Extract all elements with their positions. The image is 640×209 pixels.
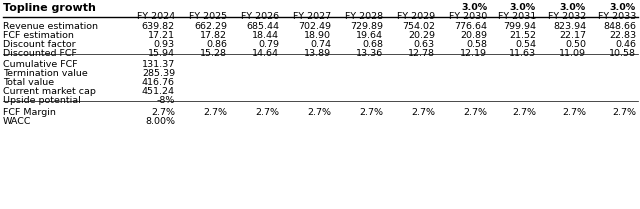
Text: Upside potential: Upside potential (3, 96, 81, 105)
Text: 776.64: 776.64 (454, 22, 487, 31)
Text: FY 2033: FY 2033 (598, 12, 636, 21)
Text: WACC: WACC (3, 117, 31, 126)
Text: 2.7%: 2.7% (203, 108, 227, 117)
Text: FY 2032: FY 2032 (548, 12, 586, 21)
Text: FY 2028: FY 2028 (345, 12, 383, 21)
Text: Discount factor: Discount factor (3, 40, 76, 49)
Text: FY 2030: FY 2030 (449, 12, 487, 21)
Text: 15.94: 15.94 (148, 49, 175, 58)
Text: 2.7%: 2.7% (307, 108, 331, 117)
Text: 22.83: 22.83 (609, 31, 636, 40)
Text: 2.7%: 2.7% (359, 108, 383, 117)
Text: 21.52: 21.52 (509, 31, 536, 40)
Text: Total value: Total value (3, 78, 54, 87)
Text: Cumulative FCF: Cumulative FCF (3, 60, 77, 69)
Text: 19.64: 19.64 (356, 31, 383, 40)
Text: 13.36: 13.36 (356, 49, 383, 58)
Text: 0.68: 0.68 (362, 40, 383, 49)
Text: 22.17: 22.17 (559, 31, 586, 40)
Text: 14.64: 14.64 (252, 49, 279, 58)
Text: 20.89: 20.89 (460, 31, 487, 40)
Text: 11.63: 11.63 (509, 49, 536, 58)
Text: 685.44: 685.44 (246, 22, 279, 31)
Text: 3.0%: 3.0% (510, 3, 536, 12)
Text: FY 2031: FY 2031 (498, 12, 536, 21)
Text: Termination value: Termination value (3, 69, 88, 78)
Text: 702.49: 702.49 (298, 22, 331, 31)
Text: 2.7%: 2.7% (411, 108, 435, 117)
Text: FY 2027: FY 2027 (293, 12, 331, 21)
Text: 729.89: 729.89 (350, 22, 383, 31)
Text: 754.02: 754.02 (402, 22, 435, 31)
Text: 0.74: 0.74 (310, 40, 331, 49)
Text: 2.7%: 2.7% (255, 108, 279, 117)
Text: 799.94: 799.94 (503, 22, 536, 31)
Text: FCF Margin: FCF Margin (3, 108, 56, 117)
Text: 12.78: 12.78 (408, 49, 435, 58)
Text: 15.28: 15.28 (200, 49, 227, 58)
Text: 662.29: 662.29 (194, 22, 227, 31)
Text: Revenue estimation: Revenue estimation (3, 22, 98, 31)
Text: 285.39: 285.39 (142, 69, 175, 78)
Text: 13.89: 13.89 (304, 49, 331, 58)
Text: -8%: -8% (157, 96, 175, 105)
Text: 639.82: 639.82 (142, 22, 175, 31)
Text: 848.66: 848.66 (603, 22, 636, 31)
Text: 3.0%: 3.0% (610, 3, 636, 12)
Text: 17.21: 17.21 (148, 31, 175, 40)
Text: 0.93: 0.93 (154, 40, 175, 49)
Text: 18.44: 18.44 (252, 31, 279, 40)
Text: FCF estimation: FCF estimation (3, 31, 74, 40)
Text: FY 2029: FY 2029 (397, 12, 435, 21)
Text: 3.0%: 3.0% (560, 3, 586, 12)
Text: 416.76: 416.76 (142, 78, 175, 87)
Text: 823.94: 823.94 (553, 22, 586, 31)
Text: 12.19: 12.19 (460, 49, 487, 58)
Text: FY 2025: FY 2025 (189, 12, 227, 21)
Text: 451.24: 451.24 (142, 87, 175, 96)
Text: 10.58: 10.58 (609, 49, 636, 58)
Text: FY 2026: FY 2026 (241, 12, 279, 21)
Text: 0.54: 0.54 (515, 40, 536, 49)
Text: 17.82: 17.82 (200, 31, 227, 40)
Text: 11.09: 11.09 (559, 49, 586, 58)
Text: 2.7%: 2.7% (512, 108, 536, 117)
Text: Current market cap: Current market cap (3, 87, 96, 96)
Text: 8.00%: 8.00% (145, 117, 175, 126)
Text: 2.7%: 2.7% (612, 108, 636, 117)
Text: 3.0%: 3.0% (461, 3, 487, 12)
Text: Discounted FCF: Discounted FCF (3, 49, 77, 58)
Text: 2.7%: 2.7% (151, 108, 175, 117)
Text: 2.7%: 2.7% (562, 108, 586, 117)
Text: 131.37: 131.37 (141, 60, 175, 69)
Text: 0.46: 0.46 (615, 40, 636, 49)
Text: Topline growth: Topline growth (3, 3, 96, 13)
Text: FY 2024: FY 2024 (137, 12, 175, 21)
Text: 0.58: 0.58 (466, 40, 487, 49)
Text: 0.63: 0.63 (414, 40, 435, 49)
Text: 2.7%: 2.7% (463, 108, 487, 117)
Text: 0.86: 0.86 (206, 40, 227, 49)
Text: 20.29: 20.29 (408, 31, 435, 40)
Text: 0.79: 0.79 (258, 40, 279, 49)
Text: 18.90: 18.90 (304, 31, 331, 40)
Text: 0.50: 0.50 (565, 40, 586, 49)
